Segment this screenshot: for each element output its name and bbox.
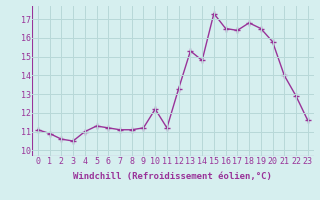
X-axis label: Windchill (Refroidissement éolien,°C): Windchill (Refroidissement éolien,°C): [73, 172, 272, 181]
